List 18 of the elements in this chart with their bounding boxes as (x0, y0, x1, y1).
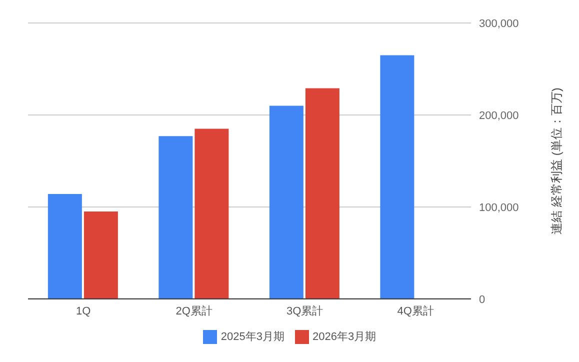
bar (305, 88, 340, 299)
legend-label: 2026年3月期 (312, 330, 376, 343)
legend-label: 2025年3月期 (220, 330, 284, 343)
x-tick-label: 4Q累計 (397, 304, 434, 318)
x-tick-label: 3Q累計 (286, 304, 324, 318)
y-tick-label: 300,000 (479, 18, 519, 30)
x-tick-label: 1Q (76, 306, 92, 318)
bar (194, 128, 229, 299)
y-tick-label: 0 (479, 294, 486, 306)
bar (380, 55, 414, 299)
bar (269, 106, 304, 299)
y-tick-label: 200,000 (479, 110, 519, 122)
y-tick-label: 100,000 (479, 202, 519, 214)
bar (84, 212, 118, 299)
bar (48, 194, 82, 299)
bar (158, 136, 193, 299)
y-axis-title: 連結 経常利益 (単位：百万) (549, 88, 564, 234)
x-tick-label: 2Q累計 (176, 304, 212, 318)
